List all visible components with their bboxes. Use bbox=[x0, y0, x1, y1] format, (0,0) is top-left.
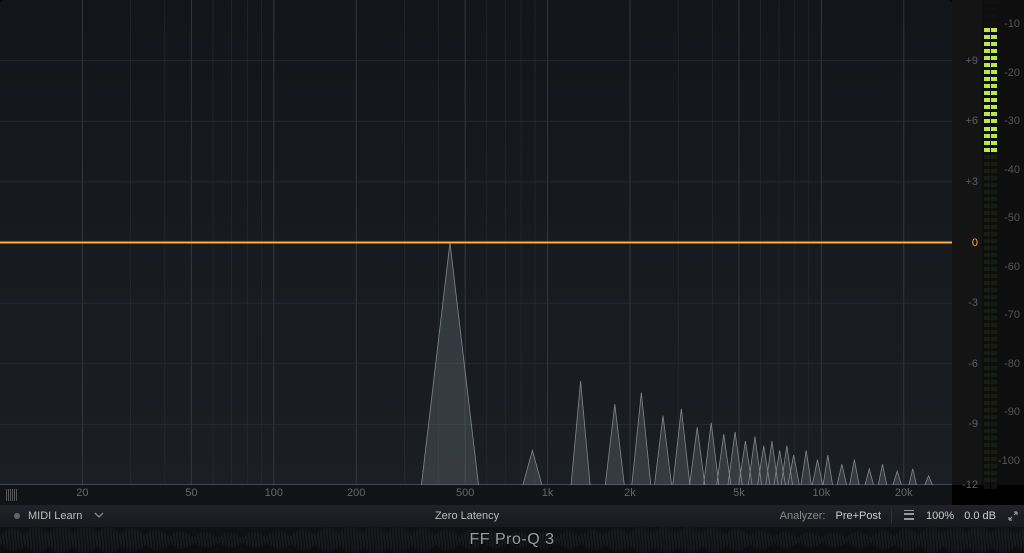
eq-gain-tick: +6 bbox=[965, 115, 978, 127]
eq-gain-tick: 0 bbox=[972, 237, 978, 249]
analyzer-label: Analyzer: bbox=[780, 510, 826, 522]
meter-tick: -90 bbox=[1004, 406, 1020, 418]
separator bbox=[891, 509, 892, 523]
eq-gain-tick: -6 bbox=[968, 358, 978, 370]
midi-indicator-icon bbox=[14, 513, 20, 519]
status-bar: MIDI Learn Zero Latency Analyzer: Pre+Po… bbox=[0, 505, 1024, 527]
eq-gain-tick: -12 bbox=[962, 479, 978, 491]
output-options-icon[interactable] bbox=[902, 509, 916, 523]
output-gain-button[interactable]: 0.0 dB bbox=[964, 510, 996, 522]
meter-tick: -70 bbox=[1004, 309, 1020, 321]
host-title-bar: FF Pro-Q 3 bbox=[0, 527, 1024, 553]
meter-tick: -80 bbox=[1004, 358, 1020, 370]
frequency-axis: 20 50 100 200 500 1k 2k 5k 10k 20k bbox=[0, 485, 952, 505]
eq-gain-tick: +9 bbox=[965, 55, 978, 67]
eq-gain-tick: +3 bbox=[965, 176, 978, 188]
resize-icon[interactable] bbox=[1006, 509, 1020, 523]
spectrum-svg bbox=[0, 0, 952, 485]
zoom-level-button[interactable]: 100% bbox=[926, 510, 954, 522]
freq-tick-label: 20k bbox=[895, 487, 913, 499]
proq3-window: +9 +6 +3 0 -3 -6 -9 -12 -10 -20 -30 -40 -50 -60 -70 -8… bbox=[0, 0, 1024, 553]
meter-tick: -60 bbox=[1004, 261, 1020, 273]
freq-tick-label: 2k bbox=[624, 487, 636, 499]
meter-tick: -50 bbox=[1004, 212, 1020, 224]
meter-tick: -20 bbox=[1004, 67, 1020, 79]
freq-tick-label: 10k bbox=[812, 487, 830, 499]
freq-tick-label: 100 bbox=[265, 487, 283, 499]
midi-learn-dropdown-icon[interactable] bbox=[90, 510, 108, 523]
output-meter[interactable] bbox=[984, 0, 998, 485]
eq-gain-scale: +9+6+30-3-6-9-12 bbox=[952, 0, 982, 485]
piano-display-toggle-icon[interactable] bbox=[6, 488, 22, 502]
freq-tick-label: 200 bbox=[347, 487, 365, 499]
meter-tick: -40 bbox=[1004, 164, 1020, 176]
eq-gain-tick: -9 bbox=[968, 418, 978, 430]
meter-tick: -100 bbox=[998, 455, 1020, 467]
eq-gain-tick: -3 bbox=[968, 297, 978, 309]
midi-learn-button[interactable]: MIDI Learn bbox=[28, 510, 82, 522]
freq-tick-label: 5k bbox=[733, 487, 745, 499]
analyzer-mode-button[interactable]: Pre+Post bbox=[835, 510, 881, 522]
freq-tick-label: 1k bbox=[542, 487, 554, 499]
spectrum-display[interactable] bbox=[0, 0, 952, 485]
processing-mode-button[interactable]: Zero Latency bbox=[435, 510, 499, 522]
plugin-title: FF Pro-Q 3 bbox=[469, 531, 554, 549]
freq-tick-label: 500 bbox=[456, 487, 474, 499]
meter-tick: -30 bbox=[1004, 115, 1020, 127]
freq-tick-label: 50 bbox=[185, 487, 197, 499]
meter-tick: -10 bbox=[1004, 18, 1020, 30]
freq-tick-label: 20 bbox=[76, 487, 88, 499]
